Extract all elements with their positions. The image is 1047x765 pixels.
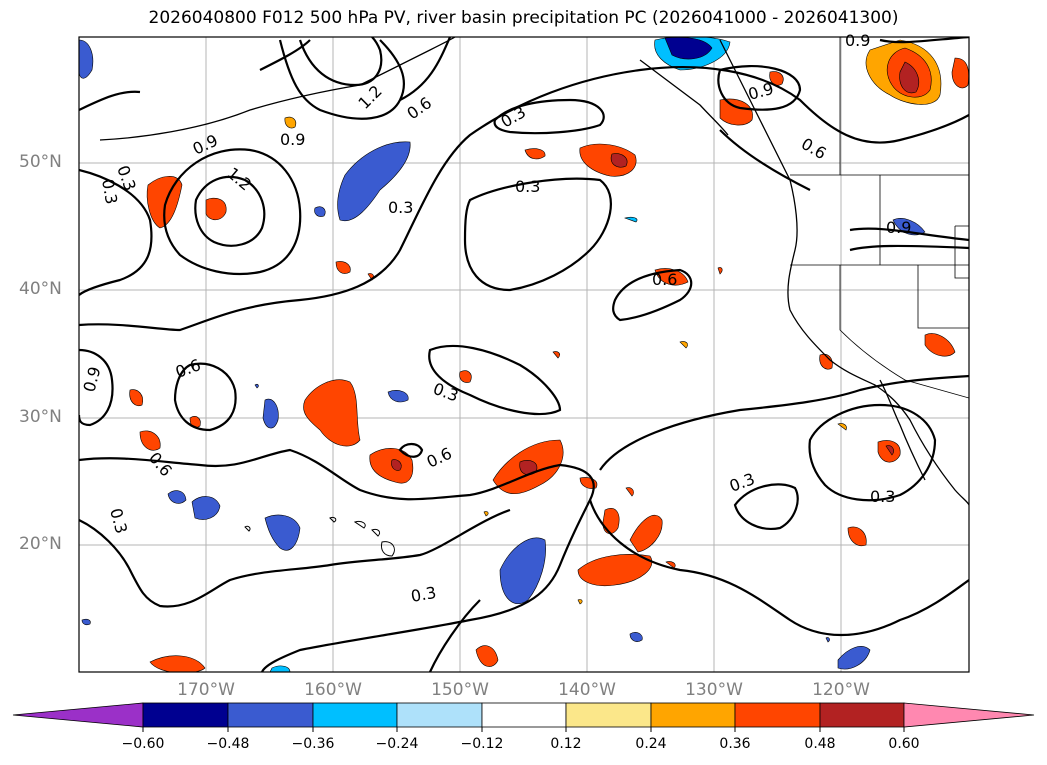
colorbar-tick-label: 0.12 bbox=[550, 736, 582, 752]
colorbar-tick-label: 0.48 bbox=[804, 736, 836, 752]
contour-label: 0.9 bbox=[845, 31, 870, 50]
contour-label: 0.6 bbox=[173, 355, 203, 382]
state-borders bbox=[790, 37, 969, 399]
colorbar-bin bbox=[734, 702, 821, 728]
pv-contours bbox=[79, 37, 969, 672]
contour-label: 0.3 bbox=[388, 198, 413, 217]
lon-label: 140°W bbox=[558, 680, 616, 700]
colorbar-tick-label: 0.36 bbox=[719, 736, 751, 752]
contour-label: 1.2 bbox=[223, 164, 255, 195]
lat-label: 50°N bbox=[19, 152, 62, 172]
contour-label: 0.3 bbox=[409, 583, 437, 606]
colorbar-bin bbox=[396, 702, 483, 728]
contour-label: 0.3 bbox=[870, 487, 895, 506]
contour-label: 0.3 bbox=[431, 379, 461, 406]
colorbar-tick-label: 0.24 bbox=[635, 736, 667, 752]
colorbar-bin bbox=[481, 702, 567, 728]
contour-label: 0.3 bbox=[727, 469, 757, 496]
colorbar-tick-label: −0.60 bbox=[121, 736, 165, 752]
colorbar bbox=[12, 702, 1035, 728]
map-frame bbox=[78, 36, 970, 673]
islands bbox=[244, 517, 395, 557]
contour-label: 1.2 bbox=[354, 81, 385, 112]
colorbar-over-arrow bbox=[903, 702, 1035, 728]
lon-label: 130°W bbox=[685, 680, 743, 700]
lat-label: 40°N bbox=[19, 279, 62, 299]
contour-label: 0.3 bbox=[515, 177, 540, 196]
contour-label: 0.6 bbox=[403, 93, 435, 123]
colorbar-under-arrow bbox=[12, 702, 144, 728]
colorbar-tick-label: −0.48 bbox=[206, 736, 250, 752]
colorbar-bin bbox=[227, 702, 314, 728]
contour-label: 0.6 bbox=[652, 270, 677, 289]
lon-label: 170°W bbox=[177, 680, 235, 700]
lat-label: 20°N bbox=[19, 534, 62, 554]
contour-label: 0.9 bbox=[190, 131, 221, 159]
contour-label: 0.6 bbox=[424, 444, 455, 472]
contour-label: 0.3 bbox=[98, 177, 121, 205]
colorbar-bin bbox=[312, 702, 398, 728]
colorbar-tick-label: −0.36 bbox=[291, 736, 335, 752]
colorbar-bin bbox=[650, 702, 736, 728]
coastlines bbox=[99, 37, 969, 506]
lon-label: 150°W bbox=[431, 680, 489, 700]
colorbar-ticks bbox=[142, 727, 905, 732]
positive-anomaly-fill bbox=[129, 39, 969, 672]
map-title: 2026040800 F012 500 hPa PV, river basin … bbox=[148, 8, 899, 28]
contour-label: 0.3 bbox=[106, 506, 131, 536]
contour-label: 0.6 bbox=[145, 448, 176, 480]
lon-label: 160°W bbox=[304, 680, 362, 700]
contour-label: 0.9 bbox=[80, 365, 105, 395]
colorbar-bin bbox=[565, 702, 652, 728]
colorbar-bin bbox=[819, 702, 905, 728]
lon-label: 120°W bbox=[812, 680, 870, 700]
contour-label: 0.6 bbox=[798, 134, 830, 163]
colorbar-bin bbox=[142, 702, 229, 728]
contour-label: 0.9 bbox=[746, 79, 776, 104]
contour-label: 0.3 bbox=[498, 102, 530, 131]
lat-label: 30°N bbox=[19, 407, 62, 427]
contour-label: 0.9 bbox=[280, 130, 305, 149]
colorbar-tick-label: −0.12 bbox=[460, 736, 504, 752]
colorbar-tick-label: 0.60 bbox=[888, 736, 920, 752]
contour-label: 0.9 bbox=[886, 218, 911, 237]
colorbar-tick-label: −0.24 bbox=[375, 736, 419, 752]
